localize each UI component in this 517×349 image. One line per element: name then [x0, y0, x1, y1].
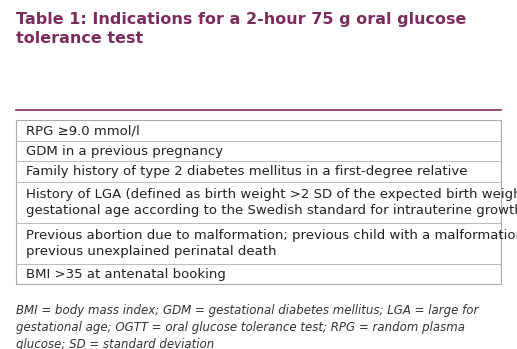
Text: RPG ≥9.0 mmol/l: RPG ≥9.0 mmol/l [26, 124, 140, 137]
Text: GDM in a previous pregnancy: GDM in a previous pregnancy [26, 145, 223, 158]
Text: Table 1: Indications for a 2-hour 75 g oral glucose
tolerance test: Table 1: Indications for a 2-hour 75 g o… [16, 12, 466, 46]
Text: BMI >35 at antenatal booking: BMI >35 at antenatal booking [26, 268, 226, 281]
Text: Previous abortion due to malformation; previous child with a malformation;
previ: Previous abortion due to malformation; p… [26, 229, 517, 258]
Text: History of LGA (defined as birth weight >2 SD of the expected birth weight for
g: History of LGA (defined as birth weight … [26, 188, 517, 217]
Text: Family history of type 2 diabetes mellitus in a first-degree relative: Family history of type 2 diabetes mellit… [26, 165, 467, 178]
Text: BMI = body mass index; GDM = gestational diabetes mellitus; LGA = large for
gest: BMI = body mass index; GDM = gestational… [16, 304, 478, 349]
FancyBboxPatch shape [16, 120, 501, 284]
